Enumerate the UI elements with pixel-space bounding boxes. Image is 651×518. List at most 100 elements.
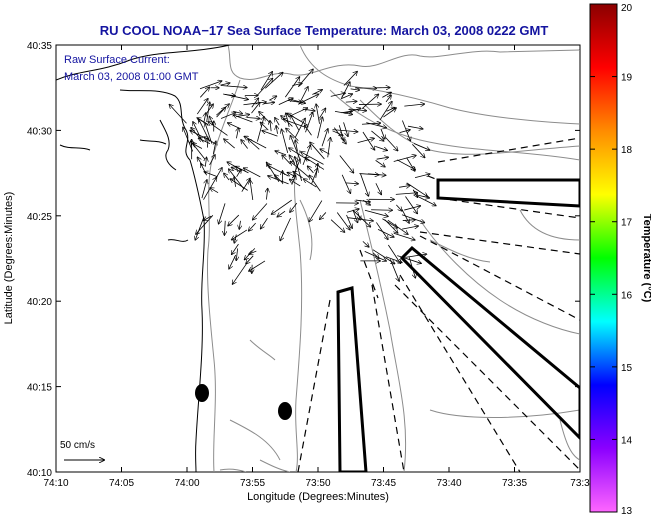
current-vector	[341, 82, 349, 99]
current-vector	[232, 243, 239, 254]
current-vector	[201, 180, 207, 199]
current-vector	[219, 203, 226, 223]
current-vector	[350, 89, 360, 90]
current-vector	[280, 217, 291, 240]
current-vector	[199, 81, 222, 90]
current-vector	[216, 107, 226, 118]
current-vector	[302, 145, 310, 166]
current-vector	[414, 174, 430, 178]
current-vector	[309, 200, 323, 222]
current-vector	[266, 189, 267, 200]
current-vector	[332, 130, 342, 135]
current-vector	[246, 117, 260, 118]
current-vector	[399, 130, 410, 133]
current-label: Raw Surface Current:	[64, 54, 170, 66]
y-tick-label: 40:20	[27, 297, 52, 308]
current-vector	[330, 219, 344, 232]
x-tick-label: 73:40	[436, 478, 461, 489]
y-tick-label: 40:35	[27, 41, 52, 52]
current-vector	[294, 118, 305, 138]
current-vector	[401, 226, 418, 230]
x-tick-label: 73:35	[502, 478, 527, 489]
current-vector	[183, 128, 194, 152]
current-vector	[251, 98, 259, 108]
current-vector	[327, 138, 331, 158]
current-vector	[393, 232, 415, 240]
current-vector	[334, 110, 352, 114]
current-vector	[276, 126, 277, 134]
current-vector	[402, 120, 410, 141]
y-axis: 40:35 40:30 40:25 40:20 40:15 40:10	[27, 41, 580, 479]
current-vector	[317, 117, 323, 139]
current-vector	[197, 118, 209, 125]
cb-tick-label: 20	[621, 3, 633, 14]
current-vector	[301, 152, 324, 165]
current-vector	[224, 220, 225, 235]
current-vector	[385, 95, 391, 103]
current-vector	[300, 87, 308, 102]
current-vector	[204, 113, 206, 124]
cb-tick-label: 15	[621, 363, 633, 374]
current-vector	[305, 125, 312, 136]
x-tick-label: 74:00	[174, 478, 199, 489]
current-vector	[283, 119, 308, 129]
current-vector	[295, 140, 297, 152]
current-vector	[210, 188, 219, 194]
current-vector	[267, 165, 289, 177]
current-vector	[261, 217, 268, 228]
current-vector	[236, 114, 249, 116]
current-vector	[251, 103, 260, 114]
shipping-lane-outlines	[336, 178, 580, 472]
x-axis-label: Longitude (Degrees:Minutes)	[247, 491, 389, 503]
lane-south	[336, 286, 368, 472]
current-vector	[260, 122, 269, 131]
current-vector	[290, 202, 298, 212]
current-vector	[361, 123, 380, 124]
current-vector	[249, 222, 256, 231]
current-vector	[275, 175, 283, 183]
dumpsite-marker	[195, 384, 209, 402]
colorbar-ticks: 20 19 18 17 16 15 14 13	[590, 3, 633, 517]
current-vector	[236, 248, 237, 260]
current-vector	[352, 210, 370, 227]
current-vector	[339, 155, 354, 172]
current-vector	[330, 93, 345, 97]
current-vector	[349, 109, 366, 111]
current-vector	[207, 138, 208, 148]
current-vector	[206, 102, 210, 123]
current-vector	[229, 169, 244, 189]
current-vector	[224, 173, 230, 181]
current-vector	[215, 168, 222, 180]
current-vector	[289, 148, 310, 162]
current-vector	[346, 214, 353, 228]
current-vector	[248, 139, 260, 150]
current-vector	[290, 115, 300, 131]
current-vector	[281, 116, 293, 127]
current-vector	[416, 195, 436, 205]
current-vector	[321, 129, 328, 147]
cb-tick-label: 16	[621, 290, 633, 301]
current-vector	[204, 215, 212, 220]
current-vector	[268, 176, 289, 185]
current-vector	[228, 123, 241, 130]
current-vector	[412, 189, 417, 197]
current-vector	[197, 157, 203, 166]
lane-east	[436, 178, 580, 208]
current-vector	[364, 209, 388, 216]
current-vector	[282, 155, 291, 165]
current-vector	[208, 122, 228, 136]
current-vector	[209, 155, 215, 166]
current-vector	[360, 173, 368, 196]
current-vector	[169, 105, 187, 124]
current-vector	[288, 101, 302, 103]
current-vector	[361, 94, 378, 110]
x-tick-label: 73:55	[240, 478, 265, 489]
current-vector	[379, 102, 392, 121]
y-axis-label: Latitude (Degrees:Minutes)	[3, 192, 15, 325]
current-vector	[236, 128, 238, 139]
current-vector	[375, 160, 385, 166]
current-vector	[224, 139, 235, 149]
current-vector	[200, 87, 209, 98]
current-vector	[290, 136, 301, 159]
x-axis: 74:10 74:05 74:00 73:55 73:50 73:45 73:40 73:35…	[43, 45, 590, 489]
